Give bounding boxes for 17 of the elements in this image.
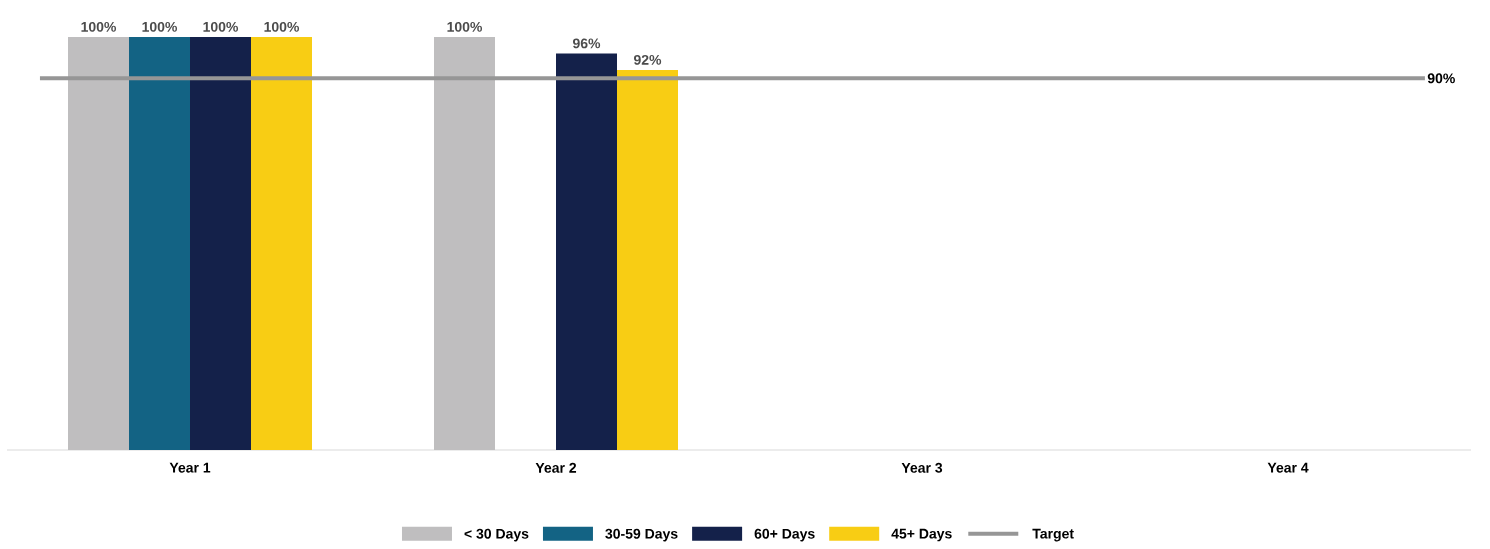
legend-label: 60+ Days <box>754 528 815 542</box>
x-tick-label: Year 2 <box>535 462 577 473</box>
annotation: 90% <box>1427 73 1455 84</box>
x-tick-label: Year 4 <box>1267 462 1309 473</box>
data-label: 92% <box>633 54 662 65</box>
legend-label: Target <box>1032 528 1074 542</box>
x-tick-label: Year 1 <box>169 462 211 473</box>
data-label: 100% <box>81 21 117 32</box>
legend-label: 30-59 Days <box>605 528 678 542</box>
x-tick-label: Year 3 <box>901 462 943 473</box>
data-label: 100% <box>142 21 178 32</box>
legend-label: 45+ Days <box>891 528 952 542</box>
data-label: 100% <box>203 21 239 32</box>
data-label: 100% <box>264 21 300 32</box>
data-label: 96% <box>572 38 601 49</box>
data-label: 100% <box>447 21 483 32</box>
legend-label: < 30 Days <box>464 528 529 542</box>
